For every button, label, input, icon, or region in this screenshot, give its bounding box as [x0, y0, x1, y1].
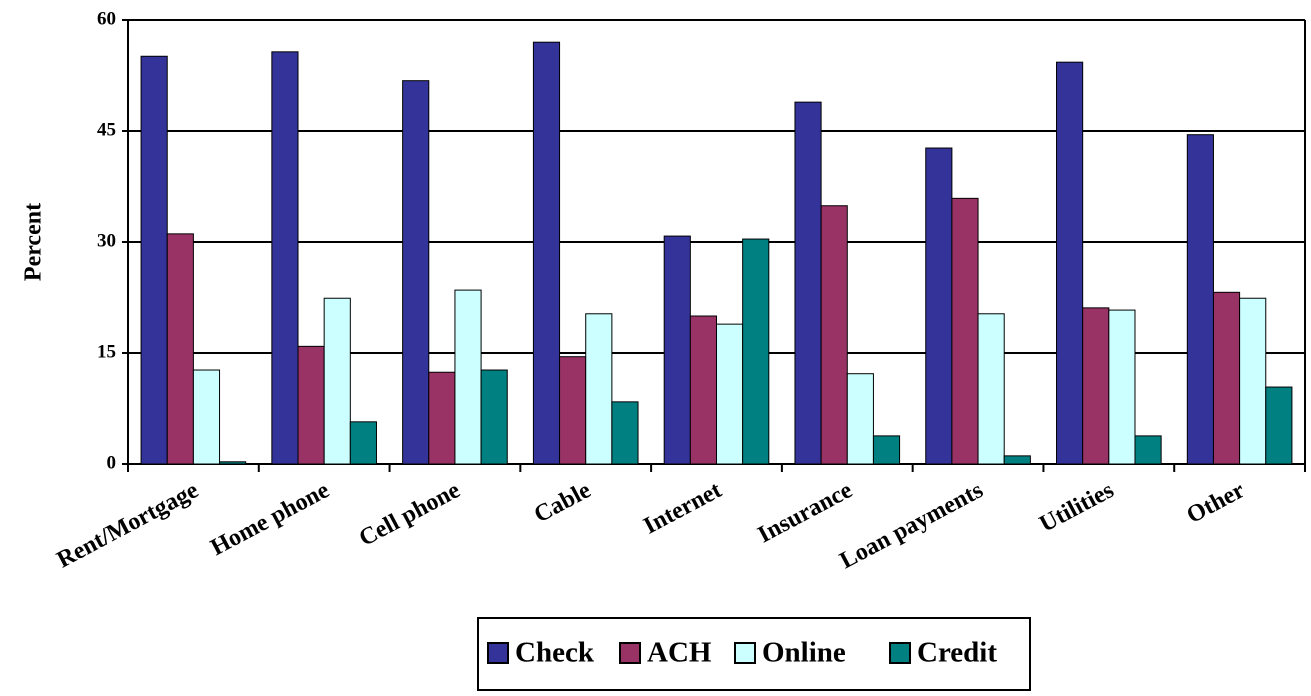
x-tick-label: Other [1183, 477, 1250, 529]
legend-swatch [619, 642, 641, 664]
bar [532, 41, 561, 465]
bar [428, 371, 456, 465]
bar [140, 55, 168, 465]
bar [689, 315, 717, 465]
bar [1056, 61, 1084, 465]
bar [402, 80, 430, 465]
bar [1108, 309, 1136, 465]
y-tick-label: 15 [97, 341, 116, 362]
bar [219, 461, 247, 465]
x-tick-label: Internet [640, 477, 726, 539]
legend-label: Check [515, 637, 595, 669]
legend-swatch [487, 642, 509, 664]
x-tick-label: Utilities [1035, 477, 1118, 538]
x-tick-label: Insurance [754, 477, 857, 548]
bar [271, 51, 299, 465]
bar [323, 297, 351, 465]
bar [1212, 291, 1241, 465]
bar [480, 369, 508, 465]
legend-label: ACH [647, 637, 712, 669]
bar [1003, 455, 1031, 465]
bar [297, 345, 325, 465]
bar [192, 369, 221, 465]
legend-swatch [734, 642, 756, 664]
legend-label: Online [762, 637, 846, 669]
bar [1265, 386, 1293, 465]
x-tick-label: Loan payments [836, 477, 988, 574]
x-tick-label: Cable [530, 477, 595, 528]
y-tick-label: 0 [107, 452, 117, 473]
bar [742, 238, 770, 465]
bar [1082, 307, 1110, 465]
legend-swatch [889, 642, 911, 664]
bar [559, 356, 587, 465]
bar [1186, 134, 1214, 465]
y-tick-label: 45 [97, 119, 116, 140]
bar [585, 313, 613, 465]
bar [1134, 435, 1162, 465]
bar [925, 147, 953, 465]
y-tick-label: 60 [97, 8, 116, 29]
bar [716, 323, 744, 465]
y-axis-label: Percent [21, 203, 47, 281]
bar [663, 235, 691, 465]
bar [349, 421, 377, 465]
bar [951, 197, 979, 465]
bar [611, 401, 639, 465]
bar [1239, 297, 1267, 465]
bar [846, 373, 874, 465]
x-tick-label: Home phone [207, 477, 334, 561]
x-tick-label: Cell phone [355, 477, 465, 552]
x-tick-label: Rent/Mortgage [53, 477, 203, 573]
bar [977, 313, 1005, 465]
y-tick-label: 30 [97, 230, 116, 251]
bar [166, 233, 194, 465]
bar [872, 435, 901, 465]
bar [794, 101, 822, 465]
bar [454, 289, 482, 465]
legend-label: Credit [917, 637, 997, 669]
bar [820, 205, 848, 465]
